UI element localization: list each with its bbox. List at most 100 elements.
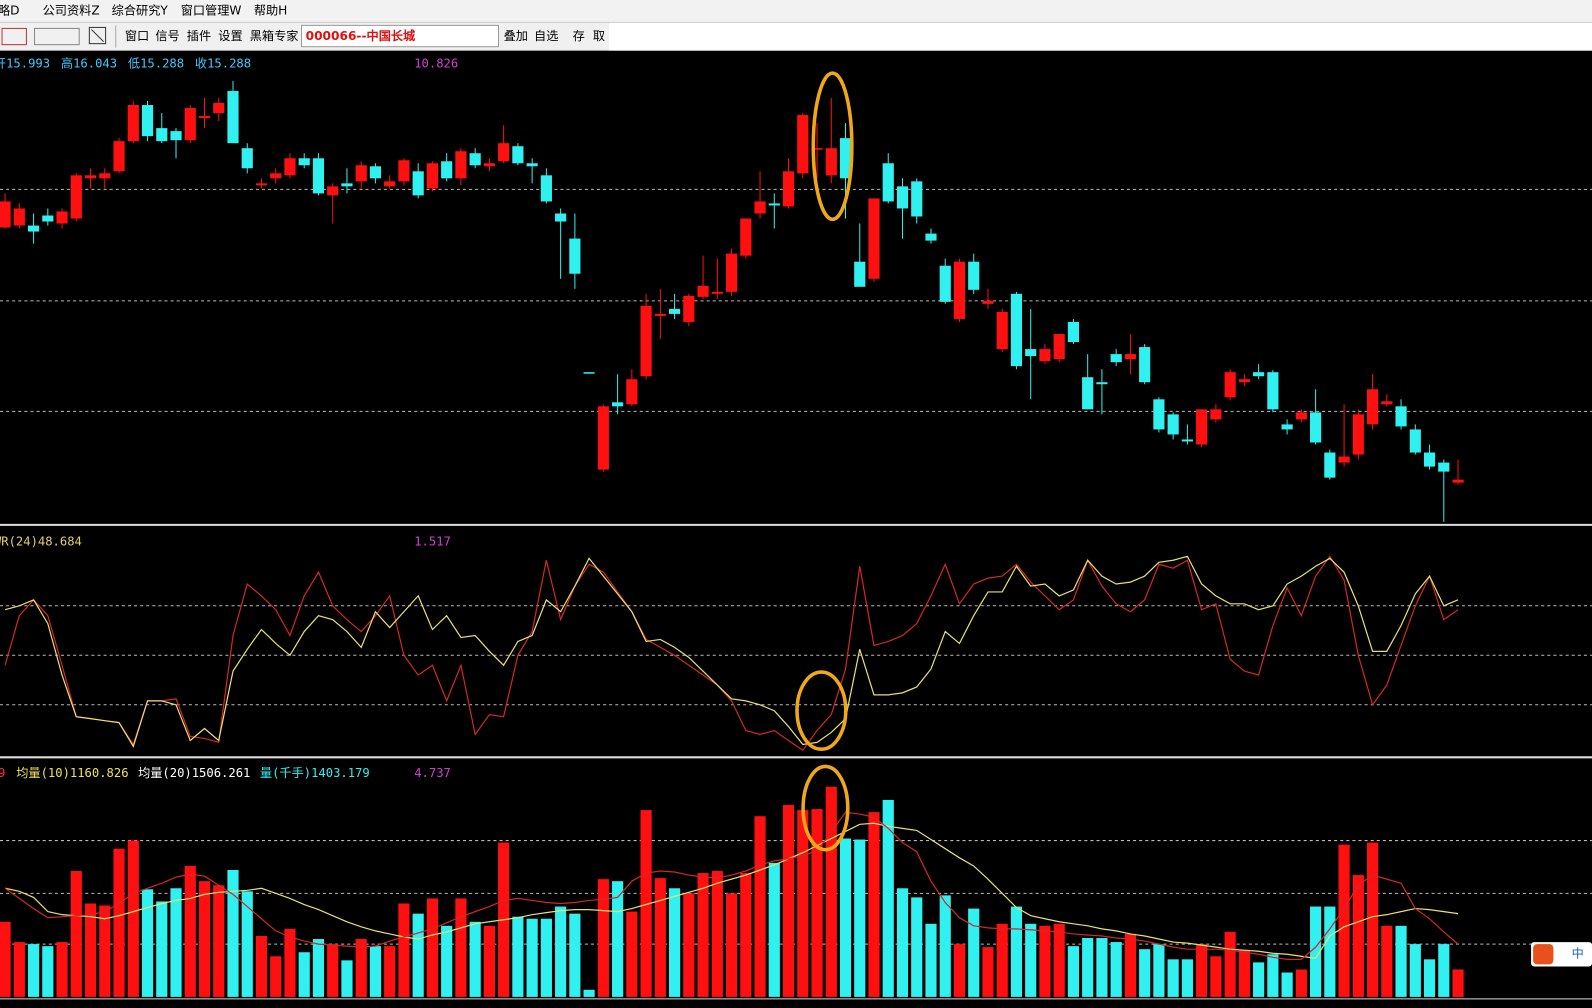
candle-body	[1110, 354, 1122, 363]
volume-bar	[369, 946, 382, 997]
candle-body	[1067, 321, 1080, 343]
candle-body	[925, 233, 937, 241]
toolbar-button[interactable]: 窗口	[125, 29, 149, 43]
candle-body	[255, 183, 268, 186]
volume-bar	[1067, 946, 1080, 997]
candle-body	[1438, 462, 1450, 472]
candle-body	[56, 211, 68, 224]
candle-body	[854, 261, 866, 287]
toolbar-button[interactable]: 插件	[187, 29, 211, 43]
candle-body	[227, 90, 239, 144]
volume-bar	[854, 839, 866, 997]
highlight-ellipse	[795, 670, 848, 751]
toolbar-button[interactable]: 设置	[218, 29, 242, 43]
menu-item[interactable]: 帮助H	[254, 4, 288, 18]
icon	[91, 29, 104, 42]
volume-bar	[284, 928, 296, 997]
candle-body	[355, 165, 367, 182]
volume-bar	[113, 848, 125, 997]
menu-item[interactable]: 公司资料Z	[43, 4, 100, 18]
volume-bar	[156, 901, 168, 997]
toolbar-button[interactable]: 叠加	[504, 29, 528, 43]
volume-bar	[1167, 959, 1179, 997]
candle-body	[882, 163, 894, 202]
candle-body	[156, 128, 168, 142]
volume-bar	[27, 944, 40, 997]
volume-label: 量(千手)1403.179	[260, 766, 370, 780]
volume-bar	[412, 913, 424, 997]
toolbar-button[interactable]: 黑箱专家	[250, 28, 299, 43]
volume-bar	[597, 879, 609, 997]
volume-bar	[170, 888, 182, 997]
volume-bar	[782, 805, 795, 997]
indicator-line	[4, 822, 1459, 959]
candle-body	[825, 148, 837, 176]
volume-bar	[953, 944, 966, 997]
volume-bar	[1153, 944, 1165, 997]
candle-body	[1409, 429, 1421, 453]
volume-label: 9	[0, 766, 5, 780]
toolbar-icons	[1, 24, 500, 48]
volume-bar	[0, 921, 11, 997]
indicator-label: 1.517	[414, 535, 451, 549]
volume-bar	[1139, 949, 1151, 997]
volume-bar	[270, 956, 282, 997]
stock-code[interactable]: 000066--中国长城	[306, 28, 416, 43]
ime-logo	[1533, 944, 1554, 965]
toolbar-button[interactable]: 信号	[155, 29, 179, 43]
candle-body	[1381, 401, 1393, 405]
candle-body	[555, 213, 567, 222]
candle-body	[198, 116, 211, 119]
price-label: 10.826	[414, 56, 458, 70]
candle-body	[441, 161, 453, 179]
volume-bar	[1253, 962, 1265, 997]
volume-bar	[811, 809, 823, 997]
menu-item[interactable]: 窗口管理W	[181, 3, 242, 18]
indicator-line	[4, 555, 1459, 752]
toolbar-button[interactable]: 取	[593, 29, 605, 43]
candle-body	[1139, 347, 1151, 383]
volume-bar	[839, 838, 852, 997]
volume-bar	[968, 908, 980, 997]
indicator-label: WR(24)48.684	[0, 535, 82, 549]
candle-body	[797, 115, 809, 174]
candle-body	[384, 181, 396, 187]
volume-bar	[768, 862, 780, 997]
volume-bar	[555, 906, 567, 997]
volume-bar	[1409, 944, 1421, 997]
toolbar-blank	[609, 22, 1592, 51]
volume-bar	[1096, 938, 1108, 997]
candle-body	[839, 138, 852, 179]
volume-bar	[327, 944, 339, 997]
candle-body	[512, 146, 524, 164]
candle-body	[953, 261, 966, 319]
volume-bar	[825, 786, 837, 997]
icon	[34, 27, 80, 46]
volume-bar	[455, 898, 467, 997]
candle-body	[683, 295, 695, 322]
highlight-ellipse	[811, 71, 854, 222]
volume-bar	[84, 903, 97, 997]
candle-body	[455, 151, 467, 179]
volume-bar	[1352, 875, 1364, 997]
volume-bar	[1110, 942, 1122, 997]
volume-bar	[198, 881, 211, 997]
stock-box[interactable]	[301, 24, 500, 48]
toolbar-button[interactable]: 自选	[534, 29, 558, 43]
toolbar-button[interactable]: 存	[573, 29, 585, 43]
volume-bar	[683, 893, 695, 997]
volume-bar	[740, 873, 752, 997]
volume-bar	[213, 885, 225, 997]
volume-bar	[1395, 925, 1407, 997]
volume-bar	[911, 897, 923, 997]
price-label: 低15.288	[128, 56, 184, 70]
volume-bar	[1310, 906, 1322, 997]
menu-item[interactable]: 策略D	[0, 3, 20, 18]
volume-bar	[241, 891, 253, 997]
candle-body	[811, 148, 823, 150]
menu-item[interactable]: 综合研究Y	[112, 3, 169, 18]
volume-bar	[540, 918, 552, 997]
volume-label: 均量(20)1506.261	[138, 766, 250, 780]
